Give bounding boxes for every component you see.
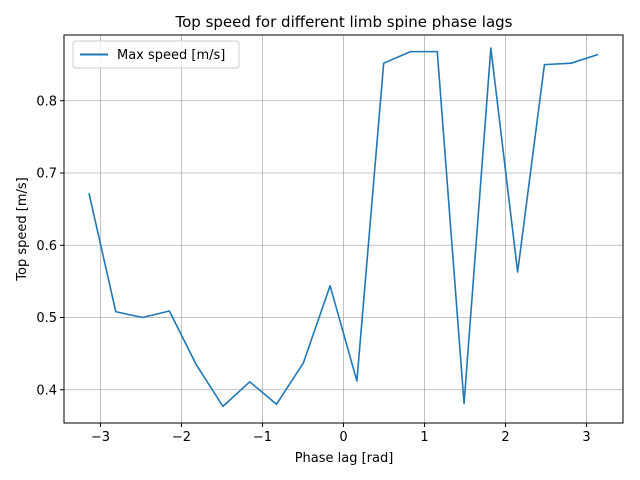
x-tick-label: −3 [91,430,110,445]
y-tick-label: 0.7 [36,167,57,182]
x-axis-label: Phase lag [rad] [295,451,394,466]
x-tick-label: 1 [420,430,428,445]
x-tick-label: 0 [339,430,347,445]
y-tick-label: 0.5 [36,311,57,326]
y-axis-ticks: 0.4 0.5 0.6 0.7 0.8 [36,94,64,398]
y-tick-label: 0.8 [36,94,57,109]
legend-label: Max speed [m/s] [117,48,225,63]
x-tick-label: −2 [172,430,191,445]
legend-box [72,40,240,69]
series-line [88,47,599,408]
x-tick-label: 2 [501,430,509,445]
y-tick-label: 0.6 [36,239,57,254]
x-tick-label: 3 [582,430,590,445]
series-layer [88,47,599,408]
y-tick-label: 0.4 [36,383,57,398]
y-axis-label: Top speed [m/s] [15,177,30,281]
x-axis-ticks: −3 −2 −1 0 1 2 3 [91,423,591,445]
legend: Max speed [m/s] [72,40,240,69]
x-tick-label: −1 [253,430,272,445]
chart-title: Top speed for different limb spine phase… [174,13,512,31]
